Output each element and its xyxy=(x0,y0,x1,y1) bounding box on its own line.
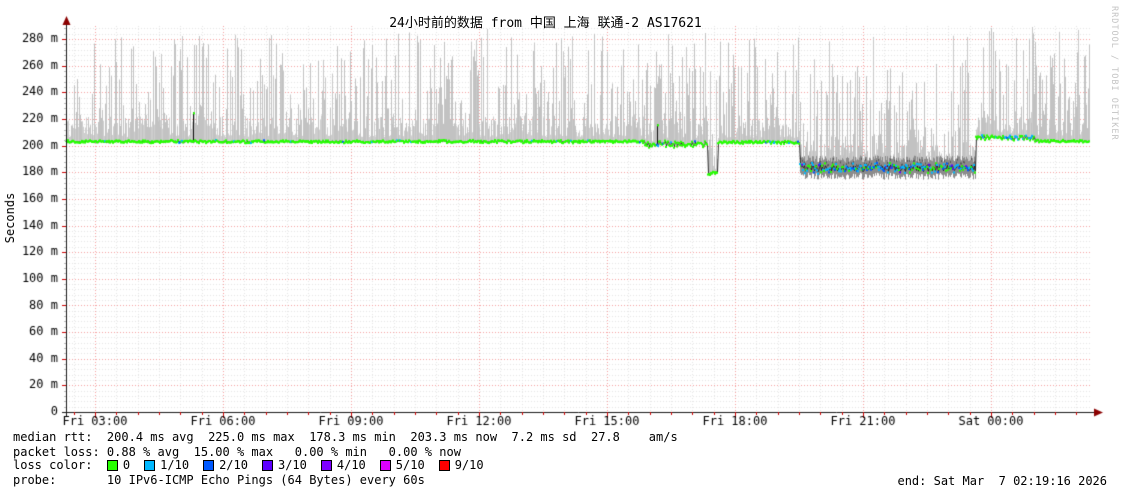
loss-swatch xyxy=(261,460,273,471)
loss-item-label: 0 xyxy=(122,458,131,472)
median-rtt-stats: median rtt: 200.4 ms avg 225.0 ms max 17… xyxy=(13,430,678,444)
loss-item-label: 4/10 xyxy=(336,458,366,472)
probe-info: probe: 10 IPv6-ICMP Echo Pings (64 Bytes… xyxy=(13,473,425,487)
loss-color-items: 0 1/10 2/10 3/10 4/10 5/10 9/10 xyxy=(106,458,484,472)
loss-color-label: loss color: xyxy=(13,458,107,472)
loss-item-2/10: 2/10 xyxy=(203,459,248,472)
loss-item-label: 5/10 xyxy=(395,458,425,472)
loss-swatch xyxy=(203,460,215,471)
y-axis-label: Seconds xyxy=(3,192,17,244)
loss-item-label: 3/10 xyxy=(277,458,307,472)
loss-item-1/10: 1/10 xyxy=(144,459,189,472)
loss-swatch xyxy=(438,460,450,471)
loss-item-label: 2/10 xyxy=(219,458,248,472)
loss-item-5/10: 5/10 xyxy=(379,458,425,472)
loss-item-3/10: 3/10 xyxy=(261,458,307,472)
loss-swatch xyxy=(144,460,156,471)
loss-swatch xyxy=(106,460,118,471)
loss-item-label: 1/10 xyxy=(160,458,190,472)
rrdtool-watermark: RRDTOOL / TOBI OETIKER xyxy=(1109,6,1119,141)
loss-item-0: 0 xyxy=(106,458,131,472)
loss-item-9/10: 9/10 xyxy=(438,458,484,472)
loss-swatch xyxy=(320,460,332,471)
packet-loss-stats: packet loss: 0.88 % avg 15.00 % max 0.00… xyxy=(13,445,461,459)
chart-title: 24小时前的数据 from 中国 上海 联通-2 AS17621 xyxy=(389,16,702,31)
loss-item-label: 9/10 xyxy=(454,458,484,472)
loss-item-4/10: 4/10 xyxy=(320,458,366,472)
loss-color-legend: loss color: 0 1/10 2/10 3/10 4/10 5/10 9/10 xyxy=(13,459,484,472)
loss-swatch xyxy=(379,460,391,471)
end-timestamp: end: Sat Mar 7 02:19:16 2026 xyxy=(897,474,1107,488)
